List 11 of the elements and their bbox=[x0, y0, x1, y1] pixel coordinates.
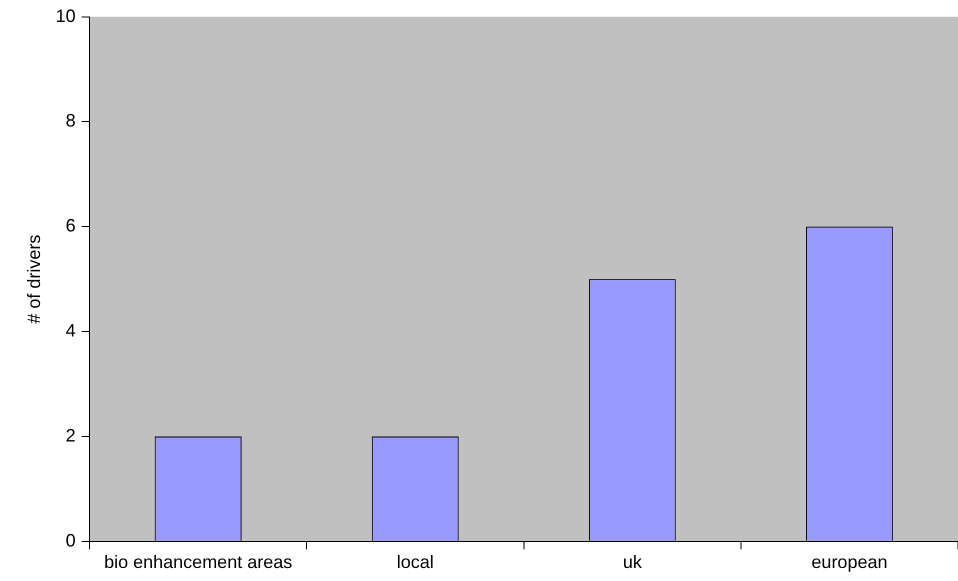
y-tick-label: 2 bbox=[66, 425, 76, 446]
x-tick-label: european bbox=[811, 552, 888, 572]
x-tick-label: local bbox=[396, 552, 434, 572]
y-tick-label: 10 bbox=[56, 6, 76, 26]
y-tick-label: 8 bbox=[66, 110, 76, 131]
y-tick-label: 4 bbox=[66, 320, 76, 341]
x-tick-label: uk bbox=[622, 552, 643, 572]
y-tick-label: 0 bbox=[66, 530, 76, 550]
x-tick-label: bio enhancement areas bbox=[104, 552, 292, 572]
y-tick-label: 6 bbox=[66, 216, 76, 236]
y-axis-title: # of drivers bbox=[24, 234, 44, 324]
